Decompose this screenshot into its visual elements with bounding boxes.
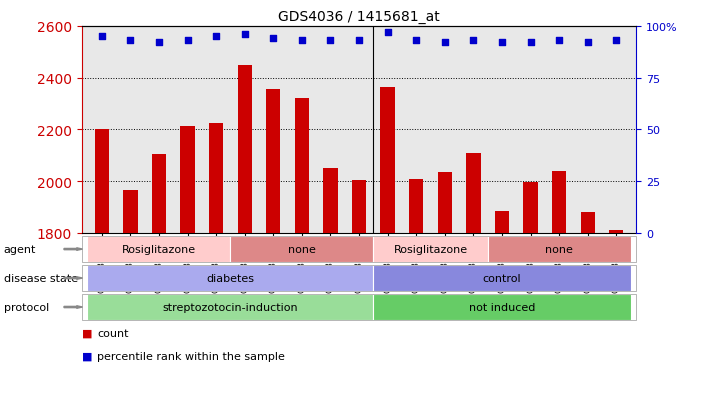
Bar — [523, 183, 538, 233]
Bar — [324, 169, 338, 233]
Bar — [237, 66, 252, 233]
Point — [210, 34, 222, 40]
Bar — [123, 191, 137, 233]
Point — [382, 30, 393, 36]
Point — [496, 40, 508, 47]
Bar — [266, 90, 280, 233]
Text: diabetes: diabetes — [206, 273, 255, 283]
Point — [439, 40, 451, 47]
Point — [124, 38, 136, 45]
Text: none: none — [545, 244, 573, 254]
Text: ■: ■ — [82, 328, 92, 338]
Point — [582, 40, 594, 47]
Bar — [552, 171, 566, 233]
Text: none: none — [288, 244, 316, 254]
Bar — [609, 231, 624, 233]
Bar — [95, 130, 109, 233]
Text: disease state: disease state — [4, 273, 77, 283]
Text: count: count — [97, 328, 129, 338]
Text: ■: ■ — [82, 351, 92, 361]
Point — [296, 38, 308, 45]
Point — [611, 38, 622, 45]
Text: streptozotocin-induction: streptozotocin-induction — [163, 302, 298, 312]
Point — [239, 32, 250, 38]
Bar — [581, 213, 595, 233]
Point — [468, 38, 479, 45]
Text: Rosiglitazone: Rosiglitazone — [122, 244, 196, 254]
Text: protocol: protocol — [4, 302, 49, 312]
Text: percentile rank within the sample: percentile rank within the sample — [97, 351, 285, 361]
Bar — [380, 88, 395, 233]
Bar — [152, 154, 166, 233]
Title: GDS4036 / 1415681_at: GDS4036 / 1415681_at — [278, 10, 440, 24]
Point — [267, 36, 279, 43]
Point — [553, 38, 565, 45]
Text: control: control — [483, 273, 521, 283]
Bar — [209, 123, 223, 233]
Text: not induced: not induced — [469, 302, 535, 312]
Bar — [438, 173, 452, 233]
Bar — [181, 126, 195, 233]
Point — [325, 38, 336, 45]
Point — [182, 38, 193, 45]
Bar — [466, 153, 481, 233]
Text: agent: agent — [4, 244, 36, 254]
Point — [96, 34, 107, 40]
Bar — [495, 211, 509, 233]
Bar — [295, 99, 309, 233]
Bar — [409, 179, 423, 233]
Point — [525, 40, 536, 47]
Point — [353, 38, 365, 45]
Text: Rosiglitazone: Rosiglitazone — [393, 244, 468, 254]
Bar — [352, 180, 366, 233]
Point — [154, 40, 165, 47]
Point — [410, 38, 422, 45]
